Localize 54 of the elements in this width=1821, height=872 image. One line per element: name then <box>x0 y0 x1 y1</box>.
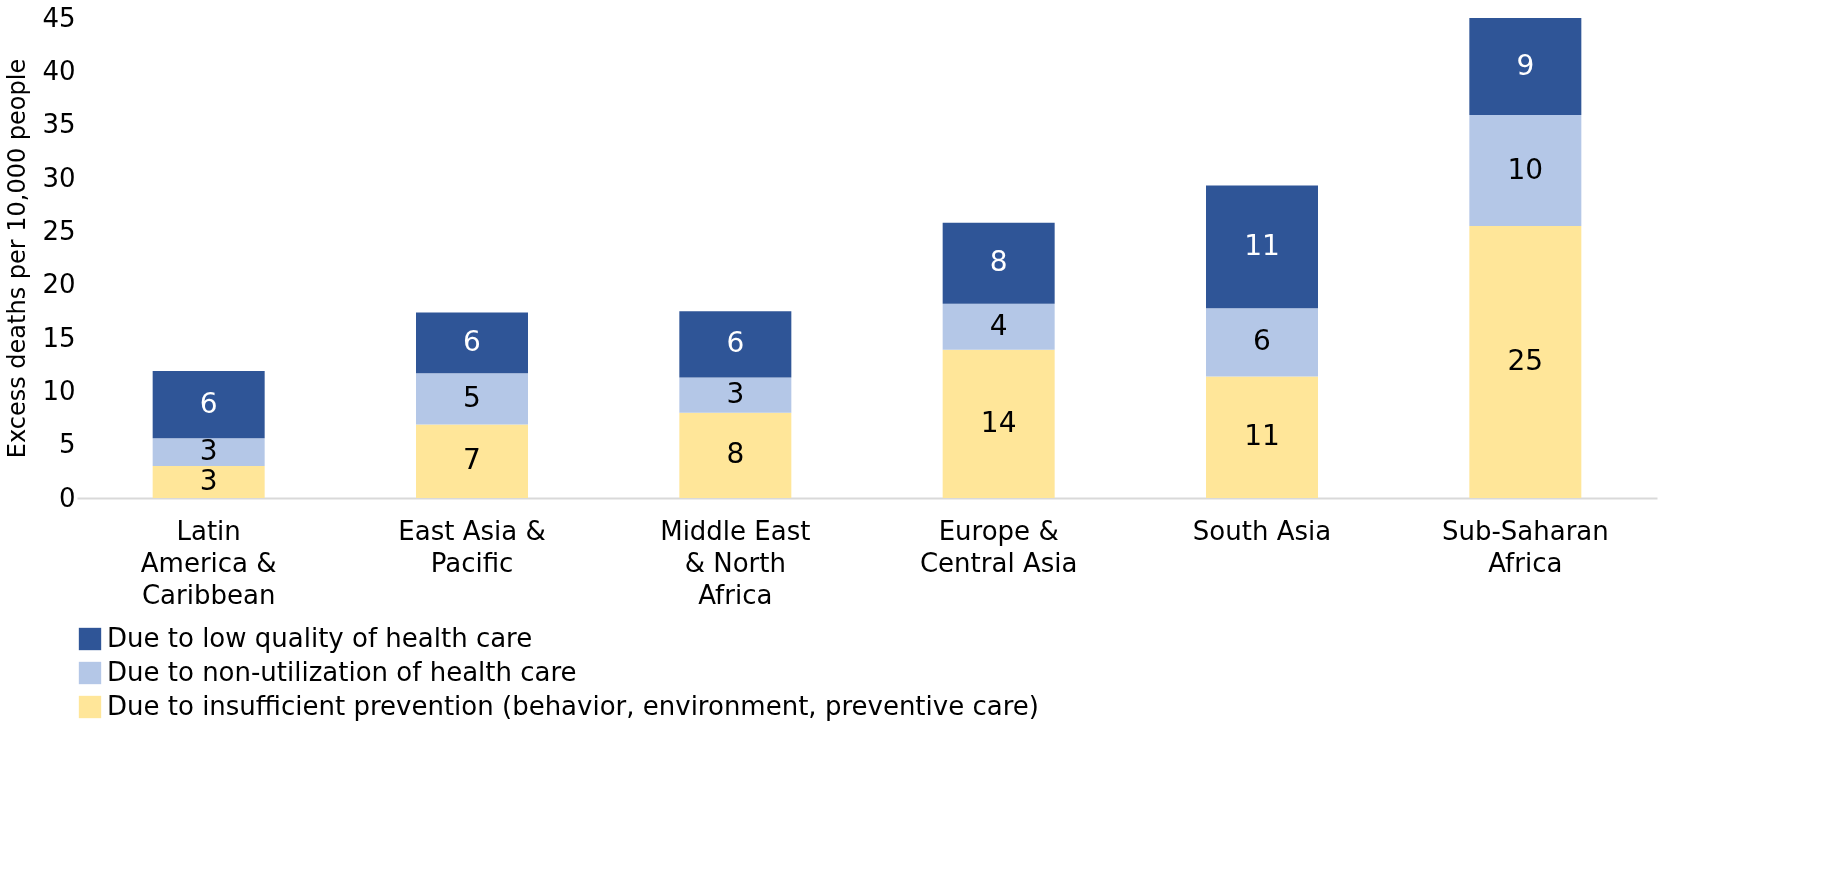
x-tick-label: Latin America & Caribbean <box>140 515 277 610</box>
legend-label: Due to insufficient prevention (behavior, environment, preventive care) <box>107 691 1039 721</box>
y-tick-label: 35 <box>42 109 76 140</box>
data-label: 4 <box>989 308 1008 342</box>
data-label: 10 <box>1507 152 1544 186</box>
bar <box>942 222 1055 304</box>
bar <box>152 466 265 498</box>
data-label: 14 <box>980 405 1017 439</box>
bar <box>679 412 792 498</box>
data-label: 6 <box>463 324 481 358</box>
data-label: 8 <box>989 245 1008 279</box>
data-label: 3 <box>726 377 745 411</box>
y-axis-title: Excess deaths per 10,000 people <box>3 58 32 459</box>
legend-label: Due to non-utilization of health care <box>107 657 577 687</box>
data-label: 9 <box>1516 48 1535 82</box>
bar <box>1206 308 1318 377</box>
bar <box>1206 185 1318 309</box>
bar <box>152 438 265 466</box>
x-tick-label: South Asia <box>1192 515 1332 546</box>
bar <box>1206 376 1318 498</box>
y-tick-label: 10 <box>42 375 76 406</box>
data-label: 7 <box>463 443 481 477</box>
x-tick-label: East Asia & Pacific <box>398 515 546 578</box>
data-label: 25 <box>1507 344 1544 377</box>
data-label: 11 <box>1244 419 1280 453</box>
y-tick-label: 15 <box>42 322 76 353</box>
bar <box>679 377 792 413</box>
x-tick-label: Sub-Saharan Africa <box>1441 515 1609 578</box>
data-label: 5 <box>463 380 481 414</box>
x-tick-label: Europe & Central Asia <box>919 515 1078 578</box>
y-tick-label: 5 <box>58 429 76 460</box>
data-label: 8 <box>726 437 745 471</box>
bar <box>1469 226 1582 498</box>
bar <box>416 424 528 498</box>
data-label: 6 <box>726 326 745 360</box>
data-label: 11 <box>1244 228 1280 262</box>
legend-label: Due to low quality of health care <box>107 623 533 653</box>
y-tick-label: 30 <box>42 162 76 193</box>
y-tick-label: 0 <box>58 482 76 513</box>
data-label: 6 <box>199 386 218 420</box>
y-tick-label: 45 <box>42 2 76 33</box>
data-label: 6 <box>1253 324 1271 358</box>
bar <box>416 373 528 425</box>
bar <box>152 371 265 439</box>
y-tick-label: 25 <box>42 215 76 246</box>
bar <box>1469 115 1582 226</box>
y-tick-label: 20 <box>42 269 76 300</box>
bar <box>679 311 792 378</box>
bar <box>1469 18 1582 116</box>
bar <box>942 349 1055 498</box>
bar <box>942 303 1055 350</box>
bar <box>416 312 528 374</box>
x-tick-label: Middle East & North Africa <box>660 515 811 610</box>
y-tick-label: 40 <box>42 55 76 86</box>
